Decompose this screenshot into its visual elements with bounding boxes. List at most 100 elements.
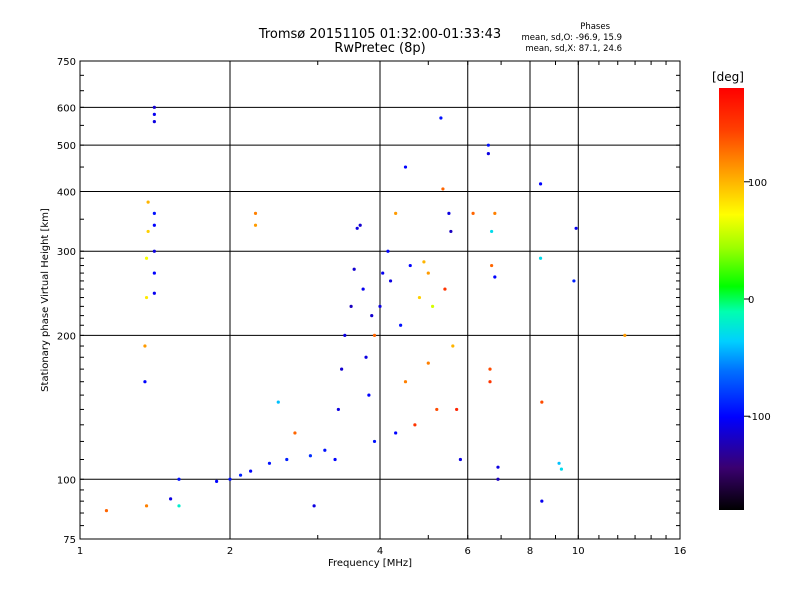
data-point xyxy=(486,143,490,147)
data-point xyxy=(308,454,313,458)
data-point xyxy=(152,291,156,295)
data-point xyxy=(152,271,156,275)
colorbar-tick-label: 100 xyxy=(748,178,767,189)
data-point xyxy=(177,477,181,481)
data-point xyxy=(238,473,243,477)
x-tick-labels: 1 2 4 6 8 10 16 xyxy=(77,546,687,557)
data-point xyxy=(253,211,258,215)
axis-ticks xyxy=(79,60,681,539)
data-point xyxy=(267,461,272,465)
phases-heading: Phases xyxy=(580,22,610,32)
data-point xyxy=(144,256,149,260)
data-point xyxy=(370,314,374,318)
colorbar-tick-label: -100 xyxy=(748,412,771,423)
data-point xyxy=(471,211,475,215)
data-point xyxy=(381,271,385,275)
data-point xyxy=(349,304,353,308)
data-point xyxy=(486,152,490,156)
data-point xyxy=(276,400,280,404)
data-point xyxy=(152,112,156,116)
x-tick-label: 4 xyxy=(377,546,383,557)
data-point xyxy=(451,344,455,348)
y-tick-label: 75 xyxy=(63,535,76,546)
data-point xyxy=(372,439,377,444)
data-point xyxy=(152,211,156,215)
data-point xyxy=(488,367,492,371)
data-point xyxy=(447,211,451,215)
data-point xyxy=(449,229,453,234)
data-point xyxy=(152,223,156,227)
data-point xyxy=(430,304,435,308)
data-point xyxy=(413,423,417,427)
y-tick-label: 500 xyxy=(57,141,76,152)
data-point xyxy=(403,380,408,384)
y-tick-label: 100 xyxy=(57,475,76,486)
data-point xyxy=(559,467,564,471)
x-tick-label: 2 xyxy=(227,546,233,557)
data-point xyxy=(253,223,258,227)
data-point xyxy=(496,465,500,469)
data-point xyxy=(355,226,359,230)
chart-subtitle: RwPretec (8p) xyxy=(334,41,426,56)
data-point xyxy=(493,275,497,279)
data-point xyxy=(572,279,576,283)
data-point xyxy=(538,256,543,260)
x-tick-label: 16 xyxy=(674,546,687,557)
colorbar-tick-label: 0 xyxy=(748,295,754,306)
data-point xyxy=(336,407,340,412)
data-point xyxy=(540,499,544,503)
data-point xyxy=(343,333,347,337)
data-point xyxy=(623,333,627,337)
data-point xyxy=(435,407,439,412)
colorbar-ticks: 100 0 -100 xyxy=(744,178,771,423)
y-tick-label: 300 xyxy=(57,247,76,258)
data-point xyxy=(455,407,459,412)
data-point xyxy=(538,182,543,186)
data-point xyxy=(490,263,494,268)
data-point xyxy=(540,400,544,404)
data-point xyxy=(312,504,316,508)
data-point xyxy=(386,249,390,253)
data-point xyxy=(493,211,497,215)
data-point xyxy=(426,271,430,275)
data-point xyxy=(574,226,578,230)
data-point xyxy=(422,260,426,264)
data-point xyxy=(364,355,368,359)
data-point xyxy=(394,431,398,435)
data-point xyxy=(441,187,445,191)
data-point xyxy=(249,469,253,473)
data-point xyxy=(557,461,561,465)
data-point xyxy=(426,361,430,365)
y-tick-label: 400 xyxy=(57,187,76,198)
data-point xyxy=(285,457,289,462)
data-point xyxy=(496,477,500,481)
data-point xyxy=(490,229,494,234)
data-point xyxy=(333,457,337,462)
data-point xyxy=(169,497,173,501)
data-point xyxy=(146,229,150,234)
data-point xyxy=(215,479,219,483)
data-point xyxy=(144,504,149,508)
chart-title: Tromsø 20151105 01:32:00-01:33:43 xyxy=(258,27,502,42)
data-point xyxy=(340,367,344,371)
data-point xyxy=(443,287,447,291)
data-point xyxy=(143,380,147,384)
data-point xyxy=(488,380,492,384)
x-tick-label: 10 xyxy=(572,546,585,557)
data-point xyxy=(143,344,147,348)
data-point xyxy=(388,279,393,283)
phase-stats-x: mean, sd,X: 87.1, 24.6 xyxy=(525,44,622,54)
data-point xyxy=(323,448,327,452)
colorbar xyxy=(719,88,744,510)
x-tick-label: 1 xyxy=(77,546,83,557)
data-point xyxy=(367,393,371,397)
data-point xyxy=(372,333,377,337)
data-point xyxy=(361,287,365,291)
data-point xyxy=(408,263,412,268)
phase-stats-o: mean, sd,O: -96.9, 15.9 xyxy=(521,33,622,43)
x-axis-label: Frequency [MHz] xyxy=(328,558,412,569)
data-point xyxy=(152,120,156,124)
data-point xyxy=(293,431,297,435)
data-point xyxy=(144,295,149,300)
